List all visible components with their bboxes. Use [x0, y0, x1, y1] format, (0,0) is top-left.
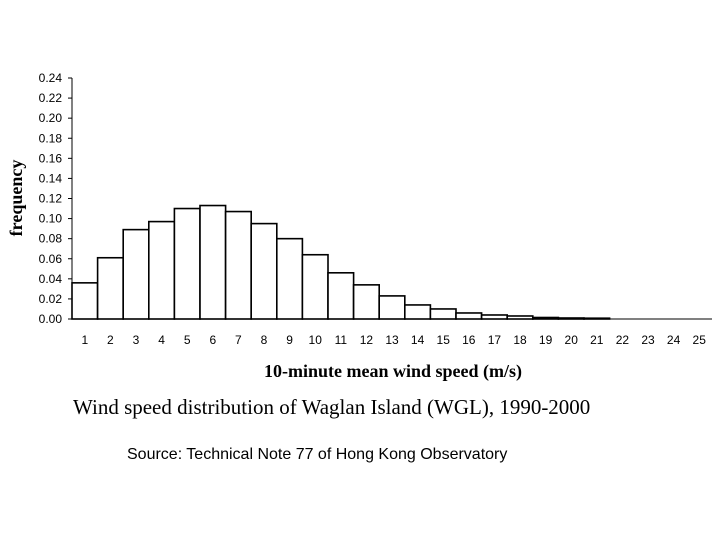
- x-tick-label: 11: [335, 333, 348, 347]
- bar-16: [455, 312, 483, 320]
- x-tick-label: 5: [184, 333, 191, 347]
- x-tick-label: 21: [590, 333, 604, 347]
- source-note: Source: Technical Note 77 of Hong Kong O…: [127, 446, 507, 463]
- x-tick-label: 12: [360, 333, 374, 347]
- x-tick-label: 3: [133, 333, 140, 347]
- y-ticks-group: 0.00 0.02 0.04 0.06 0.08 0.10 0.12 0.14 0.16 0.18…: [39, 71, 72, 326]
- bar-5: [173, 207, 201, 320]
- bar-17: [480, 314, 509, 320]
- bar-10: [301, 253, 329, 320]
- bar-6: [199, 204, 227, 320]
- y-tick-label: 0.08: [39, 232, 63, 246]
- y-tick-label: 0.02: [39, 292, 63, 306]
- y-tick-label: 0.22: [39, 91, 63, 105]
- y-tick-label: 0.00: [39, 312, 63, 326]
- bar-1: [71, 282, 99, 320]
- x-tick-label: 20: [565, 333, 579, 347]
- bar-12: [352, 284, 381, 320]
- bar-14: [403, 304, 432, 320]
- bar-7: [224, 210, 253, 320]
- bar-11: [327, 272, 355, 320]
- x-tick-label: 25: [693, 333, 707, 347]
- bar-9: [275, 237, 304, 320]
- bar-8: [250, 222, 278, 320]
- y-axis-title: frequency: [6, 160, 26, 237]
- x-tick-label: 23: [641, 333, 655, 347]
- x-tick-label: 18: [513, 333, 527, 347]
- bar-4: [148, 220, 176, 320]
- y-tick-label: 0.16: [39, 151, 63, 165]
- chart-caption: Wind speed distribution of Waglan Island…: [73, 395, 590, 419]
- x-tick-label: 17: [488, 333, 502, 347]
- x-tick-label: 10: [309, 333, 323, 347]
- bar-2: [96, 256, 124, 320]
- x-tick-label: 7: [235, 333, 242, 347]
- y-tick-label: 0.06: [39, 252, 63, 266]
- x-tick-label: 15: [437, 333, 451, 347]
- x-tick-label: 14: [411, 333, 425, 347]
- x-axis-title: 10-minute mean wind speed (m/s): [264, 361, 522, 382]
- x-ticks-group: 1 2 3 4 5 6 7 8 9 10 11 12 13 14 15 16 17 18 19 20 21 22 23 24 2…: [81, 333, 706, 347]
- y-tick-label: 0.20: [39, 111, 63, 125]
- y-tick-label: 0.24: [39, 71, 63, 85]
- x-tick-label: 9: [286, 333, 293, 347]
- bar-15: [429, 308, 457, 320]
- x-tick-label: 8: [261, 333, 268, 347]
- bar-13: [378, 295, 406, 320]
- x-tick-label: 1: [81, 333, 88, 347]
- x-tick-label: 22: [616, 333, 630, 347]
- y-tick-label: 0.18: [39, 131, 63, 145]
- x-tick-label: 24: [667, 333, 681, 347]
- y-tick-label: 0.04: [39, 272, 63, 286]
- x-tick-label: 13: [385, 333, 399, 347]
- y-tick-label: 0.10: [39, 212, 63, 226]
- x-tick-label: 16: [462, 333, 476, 347]
- x-tick-label: 2: [107, 333, 114, 347]
- y-tick-label: 0.12: [39, 192, 63, 206]
- bar-3: [122, 228, 150, 320]
- bars-group: [71, 204, 611, 320]
- x-tick-label: 6: [209, 333, 216, 347]
- x-tick-label: 19: [539, 333, 553, 347]
- x-tick-label: 4: [158, 333, 165, 347]
- y-tick-label: 0.14: [39, 171, 63, 185]
